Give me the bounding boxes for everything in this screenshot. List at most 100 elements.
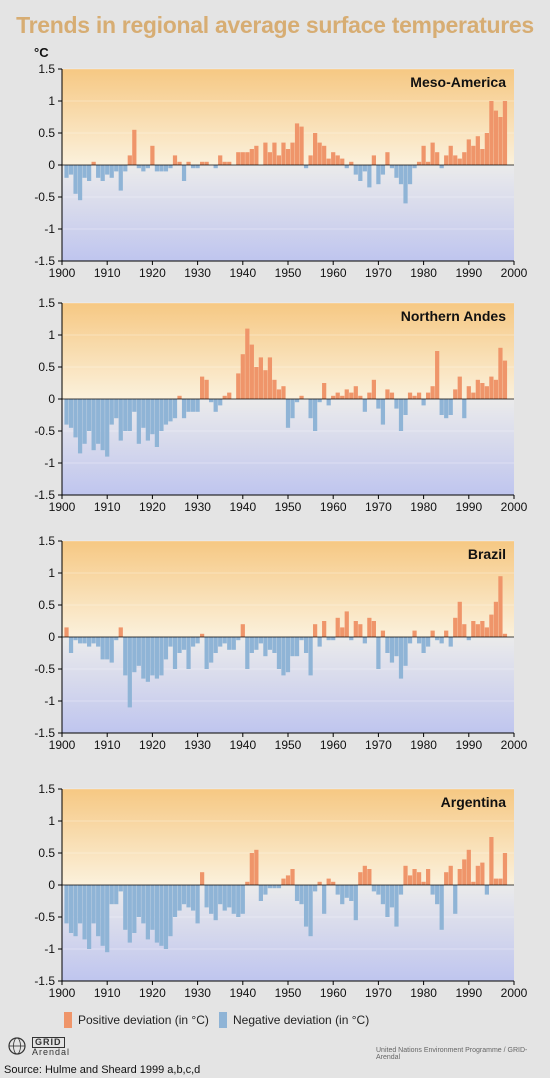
bar (444, 872, 449, 885)
bar (141, 399, 146, 428)
bar (416, 637, 422, 644)
x-tick-label: 1910 (94, 500, 121, 514)
bar (340, 627, 345, 637)
bar (254, 637, 259, 650)
bar (87, 165, 92, 181)
bar (322, 885, 327, 914)
bar (91, 161, 96, 165)
bar (317, 142, 322, 165)
x-tick-label: 1960 (320, 500, 347, 514)
bar (218, 399, 223, 406)
bar (150, 637, 155, 676)
legend-negative-label: Negative deviation (in °C) (233, 1013, 370, 1027)
bar (200, 161, 205, 165)
bar (249, 637, 254, 653)
bar (123, 165, 128, 172)
legend-negative: Negative deviation (in °C) (219, 1012, 369, 1028)
bar (285, 399, 291, 428)
chart-title: Trends in regional average surface tempe… (16, 12, 534, 38)
bar (421, 399, 426, 406)
x-tick-label: 1910 (94, 986, 121, 1000)
bar (403, 165, 408, 204)
bar (68, 637, 74, 653)
bar (453, 617, 458, 637)
bar (159, 637, 164, 676)
bar (421, 637, 426, 653)
bar (236, 637, 241, 641)
bar (100, 885, 105, 946)
y-tick-label: -1 (44, 456, 55, 470)
bar (118, 399, 123, 441)
bar (462, 859, 467, 885)
bar (177, 885, 182, 911)
bar (493, 878, 499, 885)
bar (313, 399, 318, 431)
bar (493, 110, 499, 165)
bar (145, 885, 150, 940)
bar (299, 395, 304, 399)
bar (367, 392, 372, 399)
bar (349, 392, 354, 399)
bar (96, 165, 101, 178)
bar (416, 392, 422, 399)
x-tick-label: 1960 (320, 266, 347, 280)
bar (114, 637, 119, 641)
bar (290, 142, 295, 165)
bar (453, 885, 458, 914)
bar (367, 165, 372, 188)
y-tick-label: 0.5 (38, 598, 55, 612)
bar (376, 637, 381, 669)
bar (430, 386, 435, 399)
panel-bg-positive (62, 541, 514, 637)
bar (380, 399, 386, 425)
bar (416, 161, 422, 165)
bar (186, 399, 191, 412)
x-tick-label: 1970 (365, 738, 392, 752)
bar (73, 885, 78, 937)
x-tick-label: 1970 (365, 986, 392, 1000)
bar (308, 637, 313, 676)
bar (502, 633, 508, 637)
bar (435, 637, 440, 641)
bar (109, 885, 114, 905)
region-title: Meso-America (410, 74, 506, 90)
bar (385, 885, 390, 917)
y-tick-label: 1.5 (38, 534, 55, 548)
x-tick-label: 1930 (184, 266, 211, 280)
bar (267, 152, 273, 165)
bar (96, 399, 101, 444)
bar (376, 165, 381, 185)
bar (100, 165, 105, 181)
panel-bg-positive (62, 789, 514, 885)
bar (73, 399, 78, 438)
bar (204, 379, 209, 399)
bar (190, 399, 196, 412)
bar (299, 126, 304, 165)
bar (150, 145, 155, 165)
bar (281, 878, 286, 885)
bar (471, 145, 476, 165)
bar (136, 165, 141, 169)
x-tick-label: 1950 (275, 500, 302, 514)
bar (371, 621, 376, 637)
bar (64, 165, 69, 178)
bar (168, 165, 173, 169)
bar (276, 155, 282, 165)
bar (91, 885, 96, 924)
legend-positive-swatch (64, 1012, 72, 1028)
bar (236, 373, 241, 399)
bar (484, 627, 489, 637)
bar (498, 576, 503, 637)
bar (308, 399, 313, 419)
bar (421, 881, 426, 885)
bar (154, 885, 160, 943)
bar (105, 165, 110, 175)
bar (249, 853, 254, 885)
bar (326, 637, 331, 641)
x-tick-label: 1990 (455, 500, 482, 514)
bar (209, 885, 214, 914)
bar (389, 165, 395, 169)
bar (87, 637, 92, 647)
x-tick-label: 1920 (139, 266, 166, 280)
